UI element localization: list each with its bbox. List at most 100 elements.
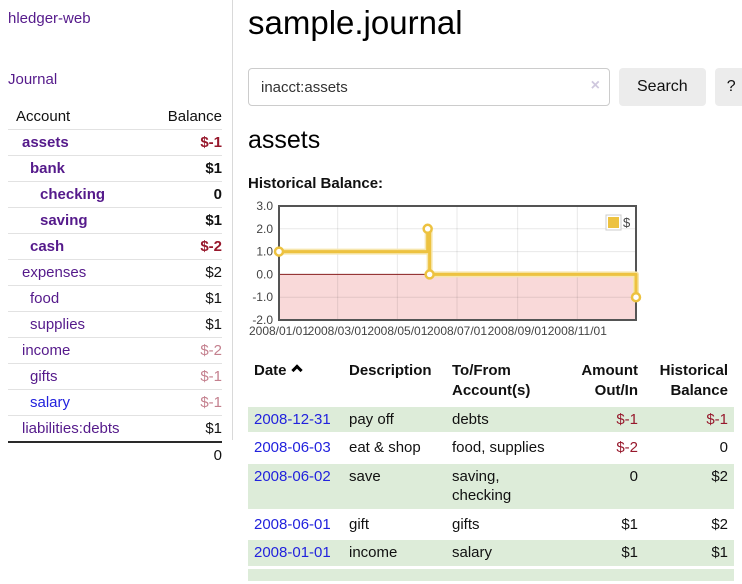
- chart-title: Historical Balance:: [248, 175, 384, 192]
- transaction-balance: $2: [644, 463, 734, 509]
- account-balance: $1: [205, 290, 222, 307]
- transaction-amount: $-2: [566, 435, 644, 461]
- txn-header-amount: Amount Out/In: [581, 362, 638, 400]
- account-link[interactable]: gifts: [30, 368, 58, 385]
- account-row: cash $-2: [8, 233, 222, 260]
- transaction-description: save: [343, 463, 446, 509]
- x-tick-label: 2008/01/01: [249, 324, 309, 338]
- x-tick-label: 2008/11/01: [548, 324, 607, 338]
- y-tick-label: 1.0: [256, 245, 273, 259]
- legend-swatch: [608, 217, 619, 228]
- search-input[interactable]: [248, 68, 610, 106]
- account-balance: $-1: [200, 134, 222, 151]
- account-row: checking 0: [8, 181, 222, 208]
- help-button[interactable]: ?: [714, 68, 742, 106]
- account-row: expenses $2: [8, 259, 222, 286]
- transaction-description: gift: [343, 511, 446, 537]
- transaction-amount: $1: [566, 540, 644, 566]
- transaction-description: income: [343, 540, 446, 566]
- account-balance: $1: [205, 160, 222, 177]
- transaction-accounts: salary: [446, 540, 566, 566]
- account-link[interactable]: expenses: [22, 264, 87, 281]
- y-tick-label: 3.0: [256, 200, 273, 213]
- account-balance: $2: [205, 264, 222, 281]
- transaction-date-link[interactable]: 2008-01-01: [254, 544, 331, 561]
- x-tick-label: 2008/09/01: [488, 324, 548, 338]
- y-tick-label: 2.0: [256, 222, 273, 236]
- main-content: sample.journal × Search ? assets Histori…: [233, 0, 742, 584]
- account-link[interactable]: assets: [22, 134, 69, 151]
- account-link[interactable]: supplies: [30, 316, 86, 333]
- transaction-accounts: saving, checking: [446, 463, 566, 509]
- account-link[interactable]: salary: [30, 394, 71, 411]
- transaction-row[interactable]: 2008-06-02 save saving, checking 0 $2: [248, 463, 734, 509]
- account-balance: $-2: [200, 238, 222, 255]
- account-balance: $-1: [200, 394, 222, 411]
- transaction-row[interactable]: 2008-12-31 pay off debts $-1 $-1: [248, 406, 734, 432]
- account-link[interactable]: checking: [40, 186, 106, 203]
- transaction-date-link[interactable]: 2008-12-31: [254, 410, 331, 428]
- legend-label: $: [623, 215, 631, 230]
- txn-header-date[interactable]: Date: [248, 359, 343, 404]
- transaction-balance: $-1: [644, 406, 734, 432]
- account-balance: $-2: [200, 342, 222, 359]
- account-balance: $-1: [200, 368, 222, 385]
- historical-balance-chart: $3.0 2.0 1.0 0.0 -1.0 -2.0 2008/01/01 2008/03/0…: [248, 200, 742, 340]
- accounts-total-value: 0: [213, 447, 222, 464]
- sidebar-item-journal[interactable]: Journal: [8, 71, 58, 88]
- account-row: gifts $-1: [8, 363, 222, 390]
- accounts-header-balance: Balance: [167, 108, 222, 125]
- txn-header-balance: Historical Balance: [659, 362, 728, 400]
- account-row: bank $1: [8, 155, 222, 182]
- sidebar: hledger-web Journal Account Balance asse…: [0, 0, 233, 464]
- x-tick-label: 2008/03/01: [308, 324, 368, 338]
- transaction-amount: $1: [566, 511, 644, 537]
- x-tick-label: 2008/05/01: [367, 324, 427, 338]
- account-link[interactable]: income: [22, 342, 71, 359]
- app-title-link[interactable]: hledger-web: [8, 10, 91, 27]
- search-form: × Search ?: [248, 68, 742, 106]
- transaction-description: pay off: [343, 406, 446, 432]
- account-link[interactable]: bank: [30, 160, 66, 177]
- account-link[interactable]: cash: [30, 238, 65, 255]
- data-point: [424, 269, 435, 280]
- transaction-amount: 0: [566, 463, 644, 509]
- transactions-table: Date Description To/From Account(s) Amou…: [248, 356, 734, 584]
- account-balance: $1: [205, 420, 222, 437]
- account-link[interactable]: liabilities:debts: [22, 420, 120, 437]
- y-tick-label: -1.0: [252, 290, 273, 304]
- transaction-date-link[interactable]: 2008-06-03: [254, 439, 331, 456]
- clear-search-icon[interactable]: ×: [590, 77, 600, 94]
- search-box: ×: [248, 68, 610, 106]
- transaction-row[interactable]: 2008-06-03 eat & shop food, supplies $-2 0: [248, 435, 734, 461]
- txn-header-description: Description: [349, 362, 432, 379]
- transaction-accounts: food, supplies: [446, 435, 566, 461]
- data-point: [273, 246, 285, 257]
- account-row: saving $1: [8, 207, 222, 234]
- transaction-balance: $2: [644, 511, 734, 537]
- account-row: food $1: [8, 285, 222, 312]
- transaction-row[interactable]: 2008-06-01 gift gifts $1 $2: [248, 511, 734, 537]
- accounts-table: Account Balance assets $-1 bank $1 checking 0…: [8, 104, 222, 468]
- account-link[interactable]: saving: [40, 212, 88, 229]
- accounts-total-row: 0: [8, 442, 222, 468]
- account-link[interactable]: food: [30, 290, 60, 307]
- transaction-row[interactable]: 2008-01-01 income salary $1 $1: [248, 540, 734, 566]
- empty-row: [248, 568, 734, 581]
- page-title: sample.journal: [248, 4, 463, 41]
- transaction-balance: 0: [644, 435, 734, 461]
- data-point: [630, 291, 642, 303]
- search-button[interactable]: Search: [619, 68, 706, 106]
- transaction-accounts: debts: [446, 406, 566, 432]
- accounts-header-account: Account: [16, 108, 71, 125]
- negative-region: [279, 274, 636, 320]
- transaction-accounts: gifts: [446, 511, 566, 537]
- transaction-date-link[interactable]: 2008-06-01: [254, 515, 331, 533]
- account-row: income $-2: [8, 337, 222, 364]
- account-row: liabilities:debts $1: [8, 415, 222, 443]
- account-title: assets: [248, 126, 321, 154]
- y-tick-label: -2.0: [252, 313, 273, 327]
- transaction-date-link[interactable]: 2008-06-02: [254, 467, 331, 485]
- x-tick-label: 2008/07/01: [427, 324, 487, 338]
